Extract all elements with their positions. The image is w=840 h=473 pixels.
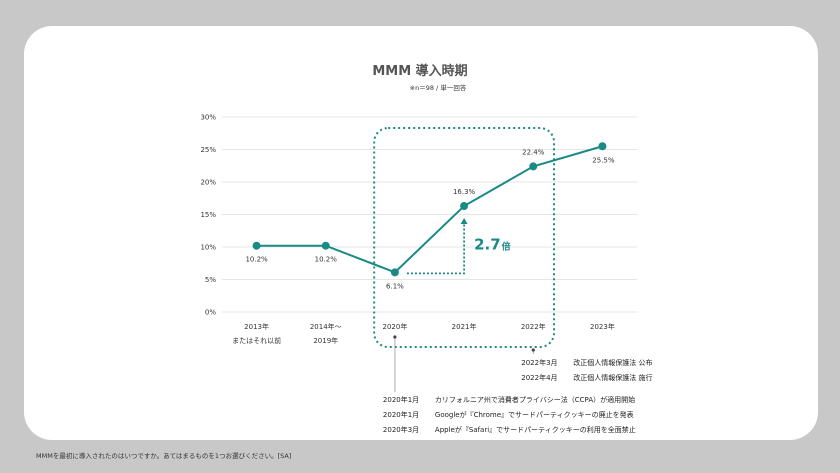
data-point: [390, 268, 399, 277]
y-axis-ticks: 0% 5% 10% 15% 20% 25% 30%: [200, 114, 216, 317]
data-label: 16.3%: [453, 188, 476, 196]
data-point: [598, 142, 607, 151]
event-date: 2022年4月: [521, 373, 557, 382]
annotation-arrowhead: [460, 218, 468, 225]
event-marker: [531, 348, 535, 352]
y-tick-label: 25%: [200, 146, 216, 154]
x-tick-label: 2019年: [313, 336, 338, 345]
x-tick-label: 2021年: [452, 322, 477, 331]
event-text: 改正個人情報保護法 施行: [573, 373, 652, 382]
event-timeline: 2022年3月 改正個人情報保護法 公布 2022年4月 改正個人情報保護法 施行 20…: [383, 335, 652, 434]
data-label: 6.1%: [386, 282, 404, 290]
x-tick-label: 2014年～: [310, 322, 342, 331]
x-tick-label: 2023年: [590, 322, 615, 331]
grid-lines: [222, 116, 637, 313]
event-date: 2020年1月: [383, 410, 419, 419]
x-tick-label: 2020年: [383, 322, 408, 331]
chart-subtitle: ※n＝98 / 単一回答: [410, 83, 467, 92]
chart-card: [24, 26, 818, 440]
data-point: [252, 241, 261, 250]
series-line: 10.2% 10.2% 6.1% 16.3% 22.4% 25.5%: [245, 142, 615, 290]
highlight-range-box: [373, 127, 555, 348]
x-tick-label: 2013年: [244, 322, 269, 331]
series-path: [256, 145, 603, 274]
data-point: [460, 202, 469, 211]
data-point: [321, 241, 330, 250]
event-date: 2020年1月: [383, 395, 419, 404]
annotation-bracket: [406, 224, 465, 275]
data-label: 10.2%: [315, 256, 338, 264]
data-label: 10.2%: [245, 256, 268, 264]
x-tick-label: またはそれ以前: [232, 336, 281, 345]
event-text: Googleが『Chrome』でサードパーティクッキーの廃止を発表: [435, 410, 634, 419]
data-point: [529, 162, 538, 171]
y-tick-label: 0%: [205, 309, 216, 317]
event-text: Appleが『Safari』でサードパーティクッキーの利用を全面禁止: [435, 425, 636, 434]
y-tick-label: 30%: [200, 114, 216, 122]
footnote: MMMを最初に導入されたのはいつですか。あてはまるものを1つお選びください。[S…: [36, 452, 292, 460]
y-tick-label: 20%: [200, 179, 216, 187]
data-label: 22.4%: [522, 148, 545, 156]
event-date: 2020年3月: [383, 425, 419, 434]
event-marker: [393, 335, 397, 339]
y-tick-label: 15%: [200, 211, 216, 219]
chart-title: MMM 導入時期: [372, 63, 467, 79]
event-text: 改正個人情報保護法 公布: [573, 358, 652, 367]
annotation-value: 2.7倍: [474, 236, 511, 254]
y-tick-label: 10%: [200, 244, 216, 252]
event-text: カリフォルニア州で消費者プライバシー法（CCPA）が適用開始: [435, 395, 635, 404]
data-label: 25.5%: [592, 156, 615, 164]
y-tick-label: 5%: [205, 276, 216, 284]
x-tick-label: 2022年: [521, 322, 546, 331]
event-date: 2022年3月: [521, 358, 557, 367]
